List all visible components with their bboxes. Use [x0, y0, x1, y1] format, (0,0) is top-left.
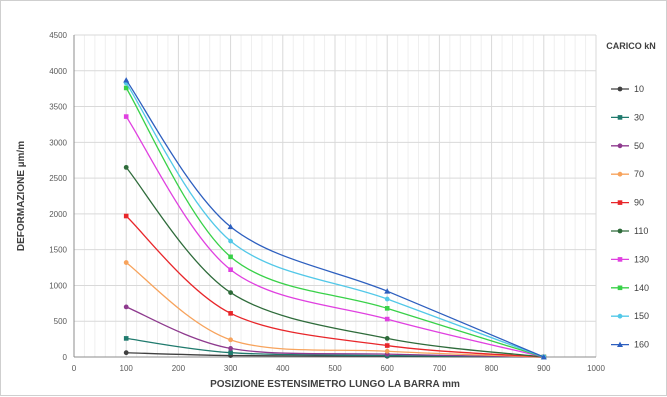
data-point-70 [123, 260, 129, 265]
data-point-70 [228, 337, 234, 343]
legend-label-90: 90 [634, 198, 644, 208]
legend-marker-130 [617, 257, 623, 262]
data-point-160 [123, 77, 130, 83]
legend-label-50: 50 [634, 141, 644, 151]
y-tick-label: 500 [54, 317, 68, 326]
data-point-130 [228, 267, 233, 273]
series-line-150 [125, 82, 545, 358]
data-point-110 [384, 335, 390, 341]
y-tick-label: 1500 [49, 246, 67, 255]
legend-item-30: 30 [611, 112, 644, 122]
legend-item-110: 110 [611, 226, 648, 236]
data-point-70 [384, 348, 390, 354]
y-tick-label: 2500 [49, 174, 67, 183]
data-point-90 [384, 343, 390, 348]
legend-label-150: 150 [634, 311, 649, 321]
data-point-90 [228, 311, 233, 316]
legend-label-130: 130 [634, 254, 649, 264]
legend-label-30: 30 [634, 112, 644, 122]
legend-label-110: 110 [634, 226, 648, 236]
data-point-130 [384, 316, 390, 322]
x-tick-label: 0 [72, 364, 77, 373]
series-line-130 [125, 116, 544, 358]
legend-item-70: 70 [611, 169, 644, 179]
series-line-70 [125, 262, 544, 358]
legend-marker-150 [617, 313, 623, 319]
grid-lines [73, 34, 597, 358]
series-line-160 [125, 79, 545, 358]
data-point-150 [228, 238, 234, 244]
y-tick-label: 4500 [49, 31, 67, 40]
data-point-50 [123, 304, 129, 310]
series-line-50 [125, 306, 544, 358]
data-point-90 [123, 213, 129, 219]
legend: 10 30 50 70 90 110 130 140 150 160 [611, 84, 649, 350]
series-group [123, 77, 547, 360]
legend-item-140: 140 [611, 283, 649, 293]
legend-marker-50 [617, 143, 623, 149]
data-point-110 [228, 290, 234, 295]
data-point-30 [123, 336, 129, 341]
legend-item-160: 160 [611, 340, 649, 350]
series-line-110 [125, 166, 544, 358]
x-tick-label: 600 [381, 364, 395, 373]
data-point-160 [384, 288, 391, 294]
data-point-110 [123, 164, 129, 170]
legend-item-50: 50 [611, 141, 644, 151]
data-point-10 [123, 350, 129, 356]
legend-marker-30 [617, 115, 623, 120]
x-axis-title: POSIZIONE ESTENSIMETRO LUNGO LA BARRA mm [210, 379, 460, 390]
y-tick-label: 3000 [49, 138, 67, 147]
y-tick-label: 2000 [49, 210, 67, 219]
legend-title: CARICO kN [606, 41, 656, 51]
x-tick-label: 300 [224, 364, 238, 373]
x-tick-label: 200 [172, 364, 186, 373]
y-tick-labels: 0 500 1000 1500 2000 2500 3000 3500 4000 4500 [49, 31, 67, 362]
legend-marker-70 [617, 171, 623, 177]
x-tick-label: 800 [485, 364, 499, 373]
data-point-140 [123, 85, 129, 91]
series-160 [123, 77, 547, 360]
data-point-150 [384, 296, 390, 302]
x-tick-label: 400 [276, 364, 290, 373]
series-line-90 [125, 215, 544, 358]
y-tick-label: 1000 [49, 281, 67, 290]
x-tick-label: 100 [120, 364, 134, 373]
data-point-140 [228, 254, 233, 260]
legend-label-10: 10 [634, 84, 644, 94]
legend-item-10: 10 [611, 84, 644, 94]
x-tick-label: 1000 [587, 364, 605, 373]
x-tick-label: 500 [328, 364, 342, 373]
y-axis-title: DEFORMAZIONE µm/m [16, 141, 27, 251]
legend-label-140: 140 [634, 283, 649, 293]
y-tick-label: 4000 [49, 67, 67, 76]
legend-marker-160 [617, 341, 623, 347]
legend-item-90: 90 [611, 198, 644, 208]
data-point-130 [123, 114, 129, 119]
data-point-30 [228, 350, 233, 356]
x-tick-labels: 0 100 200 300 400 500 600 700 800 900 1000 [72, 364, 606, 373]
data-point-140 [384, 306, 390, 311]
legend-marker-90 [617, 200, 623, 205]
y-tick-label: 0 [63, 353, 68, 362]
x-tick-label: 700 [433, 364, 447, 373]
y-tick-label: 3500 [49, 103, 67, 112]
x-tick-label: 900 [537, 364, 551, 373]
legend-marker-10 [617, 86, 623, 92]
data-point-50 [228, 346, 234, 351]
legend-item-130: 130 [611, 254, 649, 264]
legend-marker-140 [617, 285, 623, 291]
legend-item-150: 150 [611, 311, 649, 321]
data-point-160 [540, 354, 547, 360]
series-line-140 [125, 87, 544, 358]
legend-label-70: 70 [634, 169, 644, 179]
legend-label-160: 160 [634, 340, 649, 350]
legend-marker-110 [617, 228, 623, 234]
data-point-160 [227, 223, 234, 230]
